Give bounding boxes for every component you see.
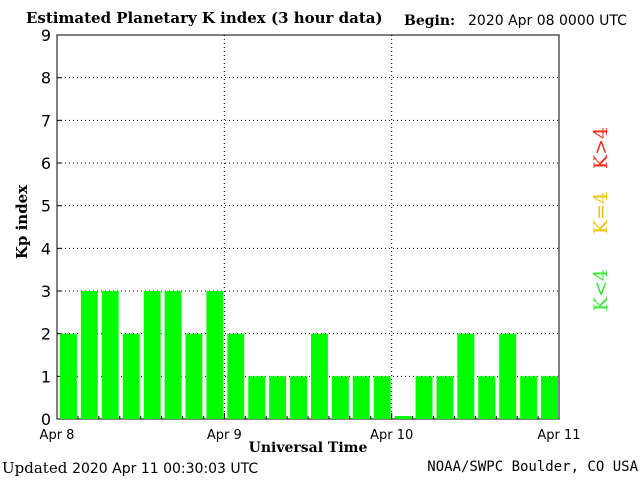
kp-bar — [331, 376, 349, 419]
x-tick-label: Apr 9 — [207, 428, 242, 443]
y-tick-label: 5 — [41, 197, 51, 216]
y-tick-label: 1 — [41, 367, 51, 386]
y-tick-label: 4 — [41, 239, 51, 258]
kp-bar — [499, 333, 517, 419]
kp-bar — [352, 376, 370, 419]
kp-bar — [122, 333, 140, 419]
y-tick-label: 8 — [41, 69, 51, 88]
kp-bar — [80, 291, 98, 419]
kp-bar — [290, 376, 307, 419]
begin-label: Begin: — [404, 13, 456, 29]
kp-bar — [164, 291, 182, 419]
x-axis-label: Universal Time — [249, 440, 368, 456]
source-credit: NOAA/SWPC Boulder, CO USA — [427, 459, 638, 475]
kp-bar — [520, 376, 538, 419]
y-tick-label: 0 — [41, 410, 51, 429]
updated-timestamp: 2020 Apr 11 00:30:03 UTC — [72, 461, 259, 477]
kp-bar — [185, 333, 203, 419]
kp-bar — [248, 376, 266, 419]
kp-bar — [394, 416, 412, 419]
kp-bar — [227, 333, 245, 419]
x-tick-label: Apr 11 — [537, 428, 580, 443]
legend-k-below-4: K<4 — [590, 268, 613, 312]
y-tick-label: 9 — [41, 26, 51, 45]
chart-title: Estimated Planetary K index (3 hour data… — [26, 9, 383, 27]
kp-bar — [415, 376, 433, 419]
kp-bar — [143, 291, 161, 419]
y-tick-label: 3 — [41, 282, 51, 301]
kp-bar — [478, 376, 496, 419]
x-tick-label: Apr 8 — [40, 428, 75, 443]
kp-bar — [269, 376, 287, 419]
kp-bar — [101, 291, 119, 419]
kp-bar — [457, 333, 475, 419]
x-tick-label: Apr 10 — [370, 428, 413, 443]
y-tick-label: 7 — [41, 111, 51, 130]
legend-k-above-4: K>4 — [590, 126, 613, 170]
kp-bar — [436, 376, 454, 419]
y-axis-label: Kp index — [13, 184, 31, 259]
kp-bar — [373, 376, 391, 419]
y-tick-label: 6 — [41, 154, 51, 173]
y-tick-label: 2 — [41, 325, 51, 344]
kp-bar — [60, 333, 77, 419]
begin-value: 2020 Apr 08 0000 UTC — [468, 13, 627, 29]
kp-bar — [206, 291, 224, 419]
updated-text: Updated 2020 Apr 11 00:30:03 UTC — [2, 459, 258, 477]
kp-bar — [541, 376, 558, 419]
updated-label: Updated — [2, 459, 68, 477]
kp-bar — [311, 333, 328, 419]
legend-k-equal-4: K=4 — [590, 191, 613, 235]
